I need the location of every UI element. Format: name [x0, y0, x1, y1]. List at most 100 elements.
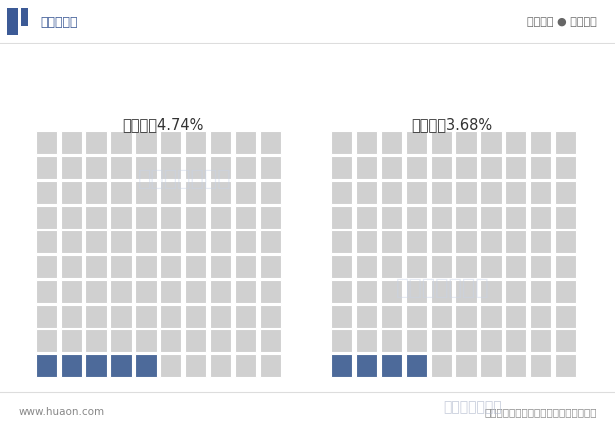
Bar: [506, 305, 526, 328]
Bar: [555, 231, 576, 254]
Bar: [111, 157, 132, 180]
Bar: [455, 181, 477, 204]
Bar: [185, 354, 207, 377]
Bar: [455, 354, 477, 377]
Bar: [331, 132, 352, 155]
Bar: [85, 132, 107, 155]
Bar: [111, 231, 132, 254]
Bar: [506, 181, 526, 204]
Bar: [530, 256, 551, 278]
Bar: [406, 181, 427, 204]
Bar: [260, 231, 281, 254]
Bar: [355, 231, 377, 254]
Text: 数据来源：财政部，华经产业研究院整理: 数据来源：财政部，华经产业研究院整理: [484, 406, 597, 416]
Bar: [210, 181, 231, 204]
Bar: [235, 157, 256, 180]
Bar: [331, 305, 352, 328]
Bar: [185, 305, 207, 328]
Bar: [36, 132, 57, 155]
Bar: [111, 280, 132, 303]
Bar: [331, 280, 352, 303]
Bar: [455, 231, 477, 254]
Bar: [480, 256, 502, 278]
Bar: [555, 206, 576, 229]
Bar: [430, 157, 451, 180]
Bar: [381, 354, 402, 377]
Bar: [235, 354, 256, 377]
Bar: [185, 256, 207, 278]
Text: 华经产业研究院: 华经产业研究院: [396, 277, 490, 297]
Bar: [406, 157, 427, 180]
Bar: [455, 256, 477, 278]
Bar: [406, 354, 427, 377]
Bar: [85, 280, 107, 303]
Bar: [506, 231, 526, 254]
Bar: [455, 280, 477, 303]
Bar: [260, 206, 281, 229]
Bar: [36, 157, 57, 180]
Text: 体育彩票3.68%: 体育彩票3.68%: [411, 116, 493, 131]
Bar: [135, 206, 156, 229]
Bar: [160, 181, 181, 204]
Bar: [331, 231, 352, 254]
Bar: [506, 280, 526, 303]
Bar: [381, 181, 402, 204]
Bar: [530, 330, 551, 352]
Bar: [235, 256, 256, 278]
Bar: [480, 231, 502, 254]
Bar: [406, 132, 427, 155]
Bar: [160, 206, 181, 229]
Bar: [60, 231, 82, 254]
Bar: [430, 231, 451, 254]
Bar: [406, 330, 427, 352]
Bar: [260, 157, 281, 180]
Bar: [506, 157, 526, 180]
Bar: [260, 181, 281, 204]
Bar: [135, 305, 156, 328]
Bar: [36, 256, 57, 278]
Bar: [480, 354, 502, 377]
Bar: [480, 181, 502, 204]
Bar: [555, 354, 576, 377]
Bar: [21, 9, 28, 27]
Bar: [60, 280, 82, 303]
Bar: [85, 157, 107, 180]
Bar: [135, 256, 156, 278]
Bar: [430, 280, 451, 303]
Bar: [60, 157, 82, 180]
Text: 2024年1-10月云南福彩及体彩销售额占全国比重: 2024年1-10月云南福彩及体彩销售额占全国比重: [162, 61, 453, 80]
Bar: [381, 305, 402, 328]
Bar: [135, 231, 156, 254]
Bar: [185, 132, 207, 155]
Bar: [210, 157, 231, 180]
Bar: [210, 305, 231, 328]
Bar: [210, 132, 231, 155]
Bar: [135, 132, 156, 155]
Bar: [430, 354, 451, 377]
Bar: [355, 157, 377, 180]
Bar: [406, 231, 427, 254]
Bar: [36, 231, 57, 254]
Bar: [530, 231, 551, 254]
Bar: [506, 206, 526, 229]
Bar: [506, 330, 526, 352]
Bar: [235, 132, 256, 155]
Bar: [260, 256, 281, 278]
Bar: [355, 256, 377, 278]
Bar: [530, 280, 551, 303]
Bar: [36, 280, 57, 303]
Bar: [480, 305, 502, 328]
Bar: [185, 206, 207, 229]
Bar: [185, 231, 207, 254]
Bar: [455, 157, 477, 180]
Bar: [381, 280, 402, 303]
Bar: [160, 256, 181, 278]
Text: www.huaon.com: www.huaon.com: [18, 406, 105, 416]
Bar: [355, 354, 377, 377]
Bar: [160, 280, 181, 303]
Bar: [85, 181, 107, 204]
Bar: [185, 181, 207, 204]
Bar: [555, 181, 576, 204]
Bar: [455, 132, 477, 155]
Bar: [430, 181, 451, 204]
